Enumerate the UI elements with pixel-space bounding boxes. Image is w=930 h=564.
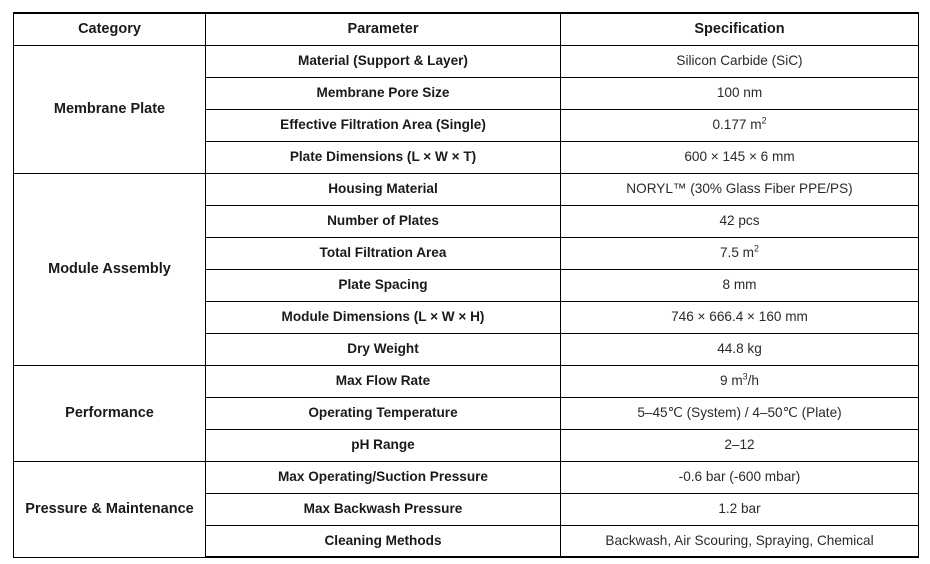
specification-cell: 0.177 m2 bbox=[560, 108, 919, 142]
specification-value: 1.2 bar bbox=[718, 501, 761, 517]
parameter-cell: Total Filtration Area bbox=[205, 236, 561, 270]
parameter-cell: Max Operating/Suction Pressure bbox=[205, 460, 561, 494]
table-row: Module Dimensions (L × W × H) 746 × 666.4… bbox=[14, 300, 919, 334]
specification-value: 44.8 kg bbox=[717, 341, 762, 357]
table-row: Dry Weight 44.8 kg bbox=[14, 332, 919, 366]
table-row: Cleaning Methods Backwash, Air Scouring, … bbox=[14, 524, 919, 558]
specification-cell: 1.2 bar bbox=[560, 492, 919, 526]
specification-value: NORYL™ (30% Glass Fiber PPE/PS) bbox=[626, 181, 853, 197]
specification-superscript: 2 bbox=[754, 243, 759, 254]
specification-cell: 746 × 666.4 × 160 mm bbox=[560, 300, 919, 334]
parameter-cell: pH Range bbox=[205, 428, 561, 462]
column-header-parameter: Parameter bbox=[205, 12, 561, 46]
table-row: Membrane Pore Size 100 nm bbox=[14, 76, 919, 110]
specification-superscript: 3 bbox=[742, 371, 748, 382]
category-cell: Performance bbox=[13, 364, 206, 462]
table-body: Membrane Plate Material (Support & Layer)… bbox=[13, 44, 919, 558]
specification-cell: NORYL™ (30% Glass Fiber PPE/PS) bbox=[560, 172, 919, 206]
specification-cell: 2–12 bbox=[560, 428, 919, 462]
specification-value: 100 nm bbox=[716, 85, 763, 101]
specification-cell: 7.5 m2 bbox=[560, 236, 919, 270]
table-header-row: Category Parameter Specification bbox=[13, 12, 919, 46]
parameter-cell: Dry Weight bbox=[205, 332, 561, 366]
table-row: Max Backwash Pressure 1.2 bar bbox=[14, 492, 919, 526]
parameter-cell: Material (Support & Layer) bbox=[205, 44, 561, 78]
specification-cell: -0.6 bar (-600 mbar) bbox=[560, 460, 919, 494]
parameter-cell: Plate Spacing bbox=[205, 268, 561, 302]
table-header: Category Parameter Specification bbox=[13, 12, 919, 46]
specification-value-tail: /h bbox=[747, 373, 759, 389]
table-row: Number of Plates 42 pcs bbox=[14, 204, 919, 238]
specification-value: 7.5 m bbox=[720, 245, 754, 261]
table-row: Operating Temperature 5–45℃ (System) / 4–… bbox=[14, 396, 919, 430]
table-row: Plate Dimensions (L × W × T) 600 × 145 × … bbox=[14, 140, 919, 174]
specification-value: 5–45℃ (System) / 4–50℃ (Plate) bbox=[637, 405, 842, 421]
specification-cell: Backwash, Air Scouring, Spraying, Chemic… bbox=[560, 524, 919, 558]
specification-superscript: 2 bbox=[761, 115, 767, 126]
specification-value: 2–12 bbox=[724, 437, 755, 453]
category-cell: Membrane Plate bbox=[13, 44, 206, 174]
specification-value: Backwash, Air Scouring, Spraying, Chemic… bbox=[605, 532, 874, 548]
specification-cell: 600 × 145 × 6 mm bbox=[560, 140, 919, 174]
table-row: Total Filtration Area 7.5 m2 bbox=[14, 236, 919, 270]
specification-cell: 8 mm bbox=[560, 268, 919, 302]
parameter-cell: Cleaning Methods bbox=[205, 524, 561, 558]
specification-value: -0.6 bar (-600 mbar) bbox=[678, 469, 801, 485]
table-row: Membrane Plate Material (Support & Layer)… bbox=[13, 44, 919, 174]
specification-cell: Silicon Carbide (SiC) bbox=[560, 44, 919, 78]
column-header-category: Category bbox=[13, 12, 206, 46]
table-row: Effective Filtration Area (Single) 0.177 … bbox=[14, 108, 919, 142]
table-row: Performance Max Flow Rate 9 m3/h bbox=[13, 364, 919, 462]
specification-table: Category Parameter Specification Membran… bbox=[13, 12, 919, 558]
specification-value: 746 × 666.4 × 160 mm bbox=[671, 309, 808, 325]
specification-value: 42 pcs bbox=[719, 213, 760, 229]
specification-cell: 9 m3/h bbox=[560, 364, 919, 398]
specification-value: 9 m bbox=[719, 373, 743, 389]
specification-cell: 5–45℃ (System) / 4–50℃ (Plate) bbox=[560, 396, 919, 430]
table-row: Module Assembly Housing Material NORYL™ (3… bbox=[13, 172, 919, 366]
specification-table-container: Category Parameter Specification Membran… bbox=[13, 12, 919, 558]
parameter-cell: Operating Temperature bbox=[205, 396, 561, 430]
table-row: Plate Spacing 8 mm bbox=[14, 268, 919, 302]
table-row: pH Range 2–12 bbox=[14, 428, 919, 462]
parameter-cell: Plate Dimensions (L × W × T) bbox=[205, 140, 561, 174]
parameter-cell: Effective Filtration Area (Single) bbox=[205, 108, 561, 142]
specification-cell: 100 nm bbox=[560, 76, 919, 110]
parameter-cell: Number of Plates bbox=[205, 204, 561, 238]
parameter-cell: Max Flow Rate bbox=[205, 364, 561, 398]
parameter-cell: Max Backwash Pressure bbox=[205, 492, 561, 526]
category-cell: Pressure & Maintenance bbox=[13, 460, 206, 558]
parameter-cell: Housing Material bbox=[205, 172, 561, 206]
specification-value: 8 mm bbox=[722, 277, 757, 293]
specification-cell: 44.8 kg bbox=[560, 332, 919, 366]
specification-value: Silicon Carbide (SiC) bbox=[676, 53, 803, 69]
parameter-cell: Module Dimensions (L × W × H) bbox=[205, 300, 561, 334]
column-header-specification: Specification bbox=[560, 12, 919, 46]
specification-value: 0.177 m bbox=[712, 117, 762, 133]
parameter-cell: Membrane Pore Size bbox=[205, 76, 561, 110]
category-cell: Module Assembly bbox=[13, 172, 206, 366]
specification-cell: 42 pcs bbox=[560, 204, 919, 238]
specification-value: 600 × 145 × 6 mm bbox=[684, 149, 795, 165]
table-row: Pressure & Maintenance Max Operating/Suct… bbox=[13, 460, 919, 558]
